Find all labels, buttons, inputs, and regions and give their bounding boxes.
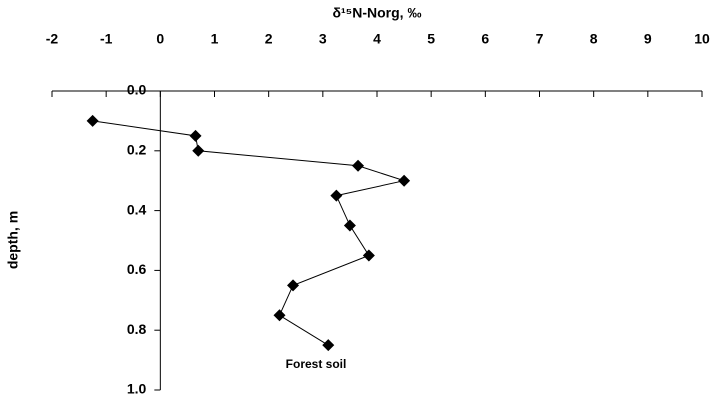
data-point [352, 159, 365, 172]
data-point [322, 339, 335, 352]
x-tick-label: 10 [694, 31, 710, 47]
x-tick-label: -2 [46, 31, 59, 47]
y-tick-label: 0.2 [127, 142, 147, 158]
data-point [189, 129, 202, 142]
x-tick-label: 1 [211, 31, 219, 47]
x-tick-label: 2 [265, 31, 273, 47]
x-tick-label: 8 [590, 31, 598, 47]
x-tick-label: 7 [536, 31, 544, 47]
y-tick-label: 1.0 [127, 381, 147, 397]
data-point [192, 144, 205, 157]
data-point [330, 189, 343, 202]
data-point [362, 249, 375, 262]
x-tick-label: -1 [100, 31, 113, 47]
data-point [398, 174, 411, 187]
y-tick-label: 0.4 [127, 201, 147, 217]
x-tick-label: 5 [427, 31, 435, 47]
data-point [86, 114, 99, 127]
x-tick-label: 3 [319, 31, 327, 47]
y-tick-label: 0.0 [127, 82, 147, 98]
x-tick-label: 4 [373, 31, 381, 47]
y-axis-label: depth, m [5, 211, 21, 269]
x-tick-label: 9 [644, 31, 652, 47]
annotation: Forest soil [286, 357, 347, 371]
data-point [343, 219, 356, 232]
chart-title: δ¹⁵N-Norg, ‰ [333, 5, 422, 21]
y-tick-label: 0.8 [127, 321, 147, 337]
x-tick-label: 6 [481, 31, 489, 47]
data-point [273, 309, 286, 322]
data-point [287, 279, 300, 292]
x-tick-label: 0 [156, 31, 164, 47]
y-tick-label: 0.6 [127, 261, 147, 277]
